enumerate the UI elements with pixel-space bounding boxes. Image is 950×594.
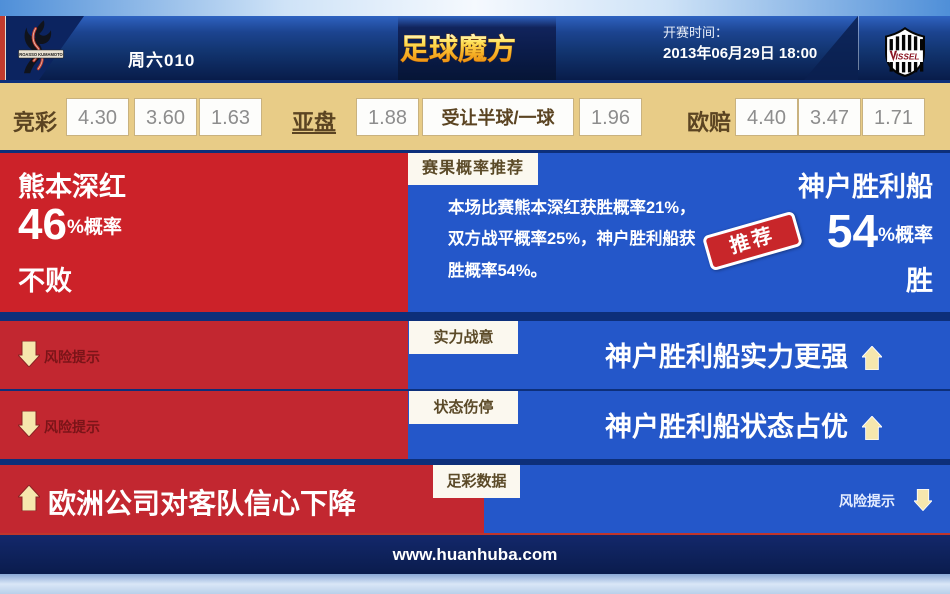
svg-text:足球魔方: 足球魔方 [400, 32, 516, 66]
svg-text:ROASSO KUMAMOTO: ROASSO KUMAMOTO [19, 52, 63, 57]
svg-text:ISSEL: ISSEL [895, 52, 919, 62]
